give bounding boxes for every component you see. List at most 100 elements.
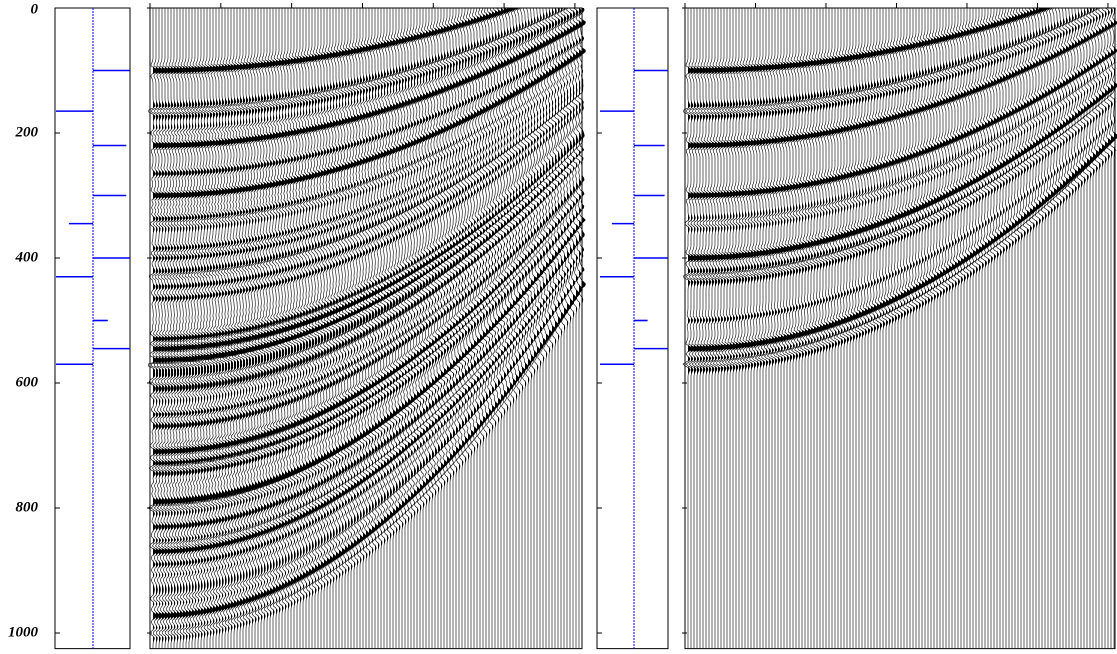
wiggle-trace — [216, 8, 228, 648]
wiggle-trace — [192, 8, 204, 648]
reflectivity-frame — [596, 7, 669, 650]
wiggle-trace — [727, 8, 739, 648]
wiggle-trace — [787, 8, 799, 648]
wiggle-trace — [451, 8, 461, 648]
wiggle-trace — [150, 8, 162, 648]
wiggle-fill — [387, 8, 392, 649]
wiggle-trace — [1044, 7, 1052, 648]
wiggle-fill — [697, 8, 702, 649]
wiggle-trace — [541, 7, 551, 648]
wiggle-trace — [1100, 7, 1109, 648]
wiggle-fill — [528, 8, 532, 649]
wiggle-trace — [1047, 7, 1056, 648]
wiggle-trace — [995, 8, 1005, 648]
wiggle-trace — [179, 8, 192, 648]
wiggle-trace — [524, 7, 532, 648]
wiggle-fill — [495, 8, 499, 649]
wiggle-fill — [802, 8, 807, 649]
y-tick-label: 1000 — [8, 624, 39, 640]
wiggle-trace — [562, 7, 571, 648]
wiggle-trace — [688, 8, 700, 648]
wiggle-trace — [821, 8, 831, 648]
wiggle-trace — [956, 8, 966, 648]
wiggle-trace — [706, 8, 718, 648]
wiggle-trace — [977, 8, 987, 648]
wiggle-fill — [688, 8, 693, 649]
wiggle-trace — [836, 8, 846, 648]
wiggle-fill — [483, 8, 487, 649]
wiggle-fill — [444, 8, 448, 649]
wiggle-fill — [384, 8, 388, 649]
wiggle-trace — [201, 8, 212, 648]
wiggle-fill — [159, 8, 165, 649]
wiggle-trace — [514, 7, 524, 648]
wiggle-fill — [895, 8, 900, 649]
wiggle-trace — [195, 8, 207, 648]
wiggle-trace — [721, 8, 733, 648]
wiggle-trace — [342, 8, 353, 648]
wiggle-fill — [408, 8, 412, 649]
wiggle-trace — [502, 7, 512, 648]
wiggle-trace — [147, 8, 159, 648]
wiggle-trace — [345, 8, 356, 648]
wiggle-trace — [376, 8, 386, 648]
wiggle-trace — [333, 8, 344, 648]
wiggle-fill — [231, 8, 236, 649]
wiggle-trace — [926, 8, 936, 648]
wiggle-fill — [823, 8, 828, 649]
wiggle-trace — [1013, 7, 1023, 648]
wiggle-fill — [967, 8, 971, 649]
wiggle-trace — [391, 8, 401, 648]
wiggle-fill — [1081, 8, 1085, 649]
wiggle-fill — [234, 8, 239, 649]
wiggle-fill — [315, 8, 320, 649]
wiggle-trace — [782, 8, 793, 648]
wiggle-trace — [938, 8, 948, 648]
wiggle-fill — [195, 8, 201, 649]
wiggle-fill — [435, 8, 439, 649]
wiggle-fill — [733, 8, 738, 649]
wiggle-trace — [700, 8, 712, 648]
wiggle-fill — [1060, 8, 1064, 649]
wiggle-trace — [1076, 7, 1086, 648]
wiggle-trace — [893, 8, 903, 648]
wiggle-fill — [312, 8, 317, 649]
wiggle-trace — [382, 8, 392, 648]
wiggle-trace — [1082, 7, 1092, 648]
wiggle-trace — [854, 8, 864, 648]
wiggle-fill — [922, 8, 927, 649]
wiggle-trace — [805, 8, 816, 648]
wiggle-trace — [210, 8, 222, 648]
wiggle-trace — [354, 8, 365, 648]
wiggle-fill — [423, 8, 427, 649]
wiggle-trace — [568, 7, 578, 648]
wiggle-trace — [466, 7, 476, 648]
wiggle-trace — [902, 8, 912, 648]
wiggle-fill — [703, 8, 708, 649]
wiggle-fill — [267, 8, 272, 649]
wiggle-trace — [397, 8, 407, 648]
wiggle-trace — [1055, 7, 1065, 648]
wiggle-trace — [424, 8, 434, 648]
wiggle-fill — [964, 8, 968, 649]
wiggle-trace — [1034, 7, 1044, 648]
wiggle-trace — [1109, 7, 1117, 648]
wiggle-trace — [685, 8, 697, 648]
wiggle-trace — [291, 8, 302, 648]
wiggle-trace — [772, 8, 784, 648]
wiggle-trace — [866, 8, 876, 648]
wiggle-trace — [983, 8, 993, 648]
wiggle-fill — [156, 8, 162, 649]
wiggle-trace — [222, 8, 234, 648]
wiggle-trace — [388, 8, 398, 648]
wiggle-trace — [189, 8, 201, 648]
wiggle-fill — [892, 8, 897, 649]
wiggle-trace — [800, 8, 810, 648]
wiggle-fill — [522, 8, 526, 649]
wiggle-fill — [691, 8, 696, 649]
wiggle-fill — [1027, 8, 1031, 649]
wiggle-trace — [760, 8, 772, 648]
wiggle-fill — [207, 8, 212, 649]
wiggle-trace — [412, 8, 422, 648]
wiggle-fill — [805, 8, 810, 649]
